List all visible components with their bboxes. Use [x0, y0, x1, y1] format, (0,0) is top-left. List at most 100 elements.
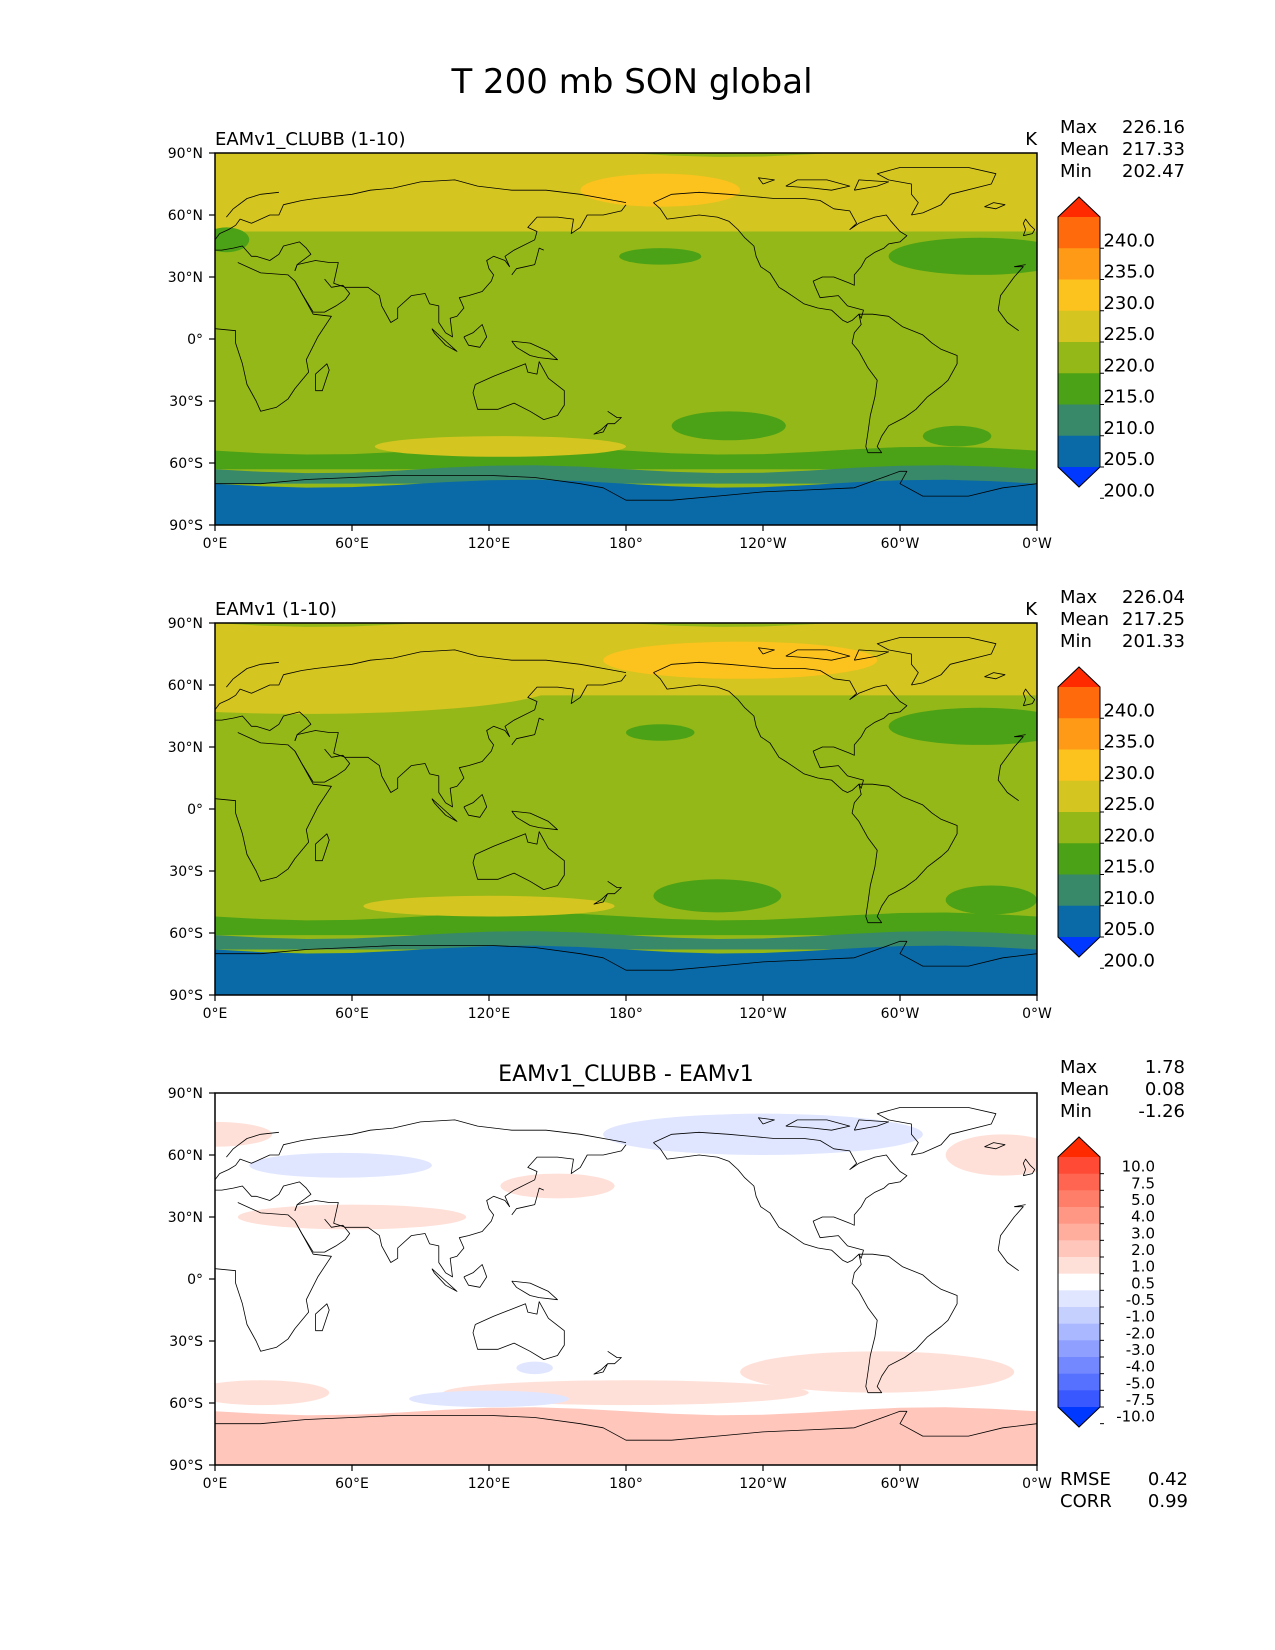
colorbar-segment — [1058, 1157, 1100, 1175]
coastline — [511, 1280, 558, 1301]
panel-title: EAMv1_CLUBB (1-10) — [215, 129, 406, 150]
stat-value: 202.47 — [1122, 161, 1185, 182]
colorbar-segment — [1058, 1190, 1100, 1208]
coastline — [653, 191, 908, 323]
field-contour — [653, 879, 782, 913]
footer-stat-value: 0.99 — [1148, 1491, 1188, 1512]
x-tick-label: 180° — [609, 1006, 643, 1022]
coastline — [851, 313, 958, 454]
x-tick-label: 60°E — [335, 536, 369, 552]
colorbar-segment — [1058, 342, 1100, 374]
footer-stat-label: CORR — [1060, 1491, 1112, 1512]
colorbar-segment — [1058, 749, 1100, 782]
coastline — [511, 1187, 544, 1216]
field-contour — [215, 227, 250, 253]
colorbar-segment — [1058, 217, 1100, 249]
y-tick-label: 90°N — [168, 146, 203, 162]
stat-value: 217.25 — [1122, 609, 1185, 630]
colorbar-tick-label: -7.5 — [1126, 1391, 1155, 1409]
x-tick-label: 60°E — [335, 1476, 369, 1492]
coastline — [853, 179, 889, 191]
coastline — [511, 717, 544, 746]
y-tick-label: 30°N — [168, 1210, 203, 1226]
colorbar-tick-label: 205.0 — [1103, 449, 1155, 470]
coastline — [463, 794, 488, 818]
colorbar-segment — [1058, 1207, 1100, 1225]
colorbar-segment — [1058, 1340, 1100, 1358]
x-tick-label: 0°W — [1022, 1476, 1052, 1492]
coastline — [463, 324, 488, 348]
colorbar-tick-label: 2.0 — [1131, 1241, 1155, 1259]
colorbar-segment — [1058, 404, 1100, 437]
y-tick-label: 90°N — [168, 616, 203, 632]
x-tick-label: 60°E — [335, 1006, 369, 1022]
panel-units: K — [1025, 129, 1038, 150]
colorbar-extend-top — [1058, 667, 1100, 687]
field-band — [215, 1407, 1037, 1465]
coastline — [215, 179, 627, 241]
colorbar-segment — [1058, 248, 1100, 280]
colorbar-tick-label: 225.0 — [1103, 324, 1155, 345]
colorbar-segment — [1058, 1273, 1100, 1291]
x-tick-label: 0°W — [1022, 1006, 1052, 1022]
colorbar-segment — [1058, 1240, 1100, 1258]
coastline — [315, 363, 330, 392]
stat-value: 1.78 — [1145, 1057, 1185, 1078]
colorbar-tick-label: 225.0 — [1103, 794, 1155, 815]
coastline — [851, 1253, 958, 1394]
x-tick-label: 60°W — [881, 1006, 920, 1022]
colorbar: 240.0 235.0 230.0 225.0 220.0 215.0 210.0 205.0… — [1057, 666, 1155, 971]
colorbar-tick-label: 230.0 — [1103, 293, 1155, 314]
colorbar-tick-label: -3.0 — [1126, 1341, 1155, 1359]
x-tick-label: 120°E — [468, 1476, 511, 1492]
colorbar-tick-label: 235.0 — [1103, 262, 1155, 283]
colorbar-segment — [1058, 435, 1100, 468]
coastline — [653, 1131, 908, 1263]
colorbar-tick-label: 200.0 — [1103, 950, 1155, 971]
colorbar-tick-label: 210.0 — [1103, 888, 1155, 909]
colorbar-tick-label: 235.0 — [1103, 732, 1155, 753]
coastline — [984, 1142, 1006, 1150]
coastline — [851, 783, 958, 924]
x-tick-label: 120°W — [739, 536, 787, 552]
y-tick-label: 90°S — [169, 988, 203, 1004]
colorbar-tick-label: 0.5 — [1131, 1274, 1155, 1292]
coastline — [315, 1303, 330, 1332]
coastline — [226, 1131, 279, 1158]
stat-value: 226.04 — [1122, 587, 1185, 608]
colorbar-tick-label: 200.0 — [1103, 480, 1155, 501]
coastline — [215, 241, 312, 271]
y-tick-label: 60°S — [169, 1396, 203, 1412]
colorbar-segment — [1058, 1290, 1100, 1308]
coastline — [511, 247, 544, 276]
coastline — [1022, 1158, 1036, 1177]
field-contour — [888, 707, 1037, 745]
field-contour — [945, 1134, 1037, 1176]
panel-title: EAMv1 (1-10) — [215, 599, 337, 620]
x-tick-label: 120°W — [739, 1476, 787, 1492]
coastline — [758, 1117, 775, 1125]
stat-label: Max — [1060, 117, 1098, 138]
y-tick-label: 60°N — [168, 1148, 203, 1164]
coastline — [876, 1107, 997, 1156]
field-contour — [215, 1380, 330, 1406]
field-contour — [237, 1204, 467, 1230]
colorbar-segment — [1058, 1323, 1100, 1341]
colorbar-tick-label: 240.0 — [1103, 700, 1155, 721]
colorbar-extend-top — [1058, 197, 1100, 217]
coastline — [226, 191, 279, 218]
panel-units: K — [1025, 599, 1038, 620]
coastline — [315, 833, 330, 862]
stat-value: 217.33 — [1122, 139, 1185, 160]
field-band — [215, 912, 1037, 936]
colorbar-segment — [1058, 279, 1100, 312]
map-panel-ref: 90°N 60°N 30°N 0° 30°S 60°S 90°S0°E 60°E 120°E 18… — [168, 587, 1185, 1022]
x-tick-label: 180° — [609, 1476, 643, 1492]
colorbar-tick-label: 220.0 — [1103, 355, 1155, 376]
y-tick-label: 30°S — [169, 1334, 203, 1350]
footer-stat-label: RMSE — [1060, 1469, 1111, 1490]
stat-value: -1.26 — [1138, 1101, 1185, 1122]
colorbar-segment — [1058, 1357, 1100, 1375]
figure-title: T 200 mb SON global — [450, 62, 812, 102]
x-tick-label: 120°E — [468, 1006, 511, 1022]
